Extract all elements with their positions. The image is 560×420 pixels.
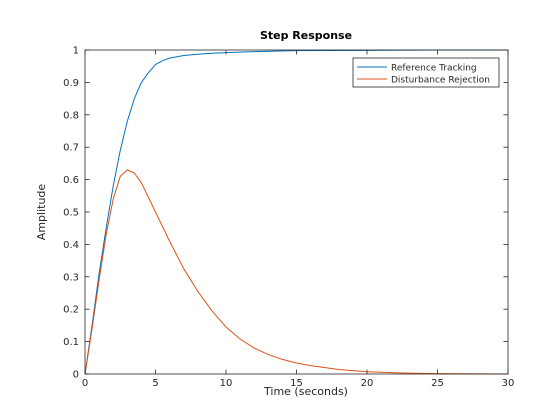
legend: Reference Tracking Disturbance Rejection (352, 57, 500, 88)
x-tick-label: 30 (502, 378, 515, 389)
ticks-layer: 0 5 10 15 20 25 30 0 0.1 0.2 0.3 0.4 0.5 0.6 0.7 0.8 0.9… (63, 46, 514, 390)
chart-title: Step Response (260, 29, 352, 42)
legend-label-disturbance-rejection: Disturbance Rejection (391, 76, 490, 86)
y-tick-label: 0.9 (63, 78, 79, 89)
x-tick-label: 10 (220, 378, 233, 389)
series-line-disturbance-rejection (84, 169, 509, 375)
y-tick-label: 1 (73, 46, 79, 57)
y-tick-label: 0 (73, 370, 79, 381)
y-tick-label: 0.4 (63, 240, 79, 251)
y-tick-label: 0.1 (63, 337, 79, 348)
y-tick-label: 0.2 (63, 305, 79, 316)
y-axis-label: Amplitude (35, 184, 48, 241)
y-tick-label: 0.7 (63, 143, 79, 154)
x-tick-label: 0 (82, 378, 88, 389)
x-tick-label: 25 (431, 378, 444, 389)
legend-box (352, 57, 500, 88)
series-layer (84, 49, 509, 375)
y-tick-label: 0.3 (63, 272, 79, 283)
x-tick-label: 5 (152, 378, 158, 389)
series-line-reference-tracking (84, 49, 508, 375)
legend-label-reference-tracking: Reference Tracking (391, 64, 477, 74)
y-tick-label: 0.8 (63, 110, 79, 121)
y-tick-label: 0.6 (63, 175, 79, 186)
x-tick-label: 20 (361, 378, 374, 389)
x-axis-label: Time (seconds) (263, 385, 348, 398)
y-tick-label: 0.5 (63, 208, 79, 219)
x-tick-label: 15 (290, 378, 303, 389)
axes-background (85, 50, 508, 374)
